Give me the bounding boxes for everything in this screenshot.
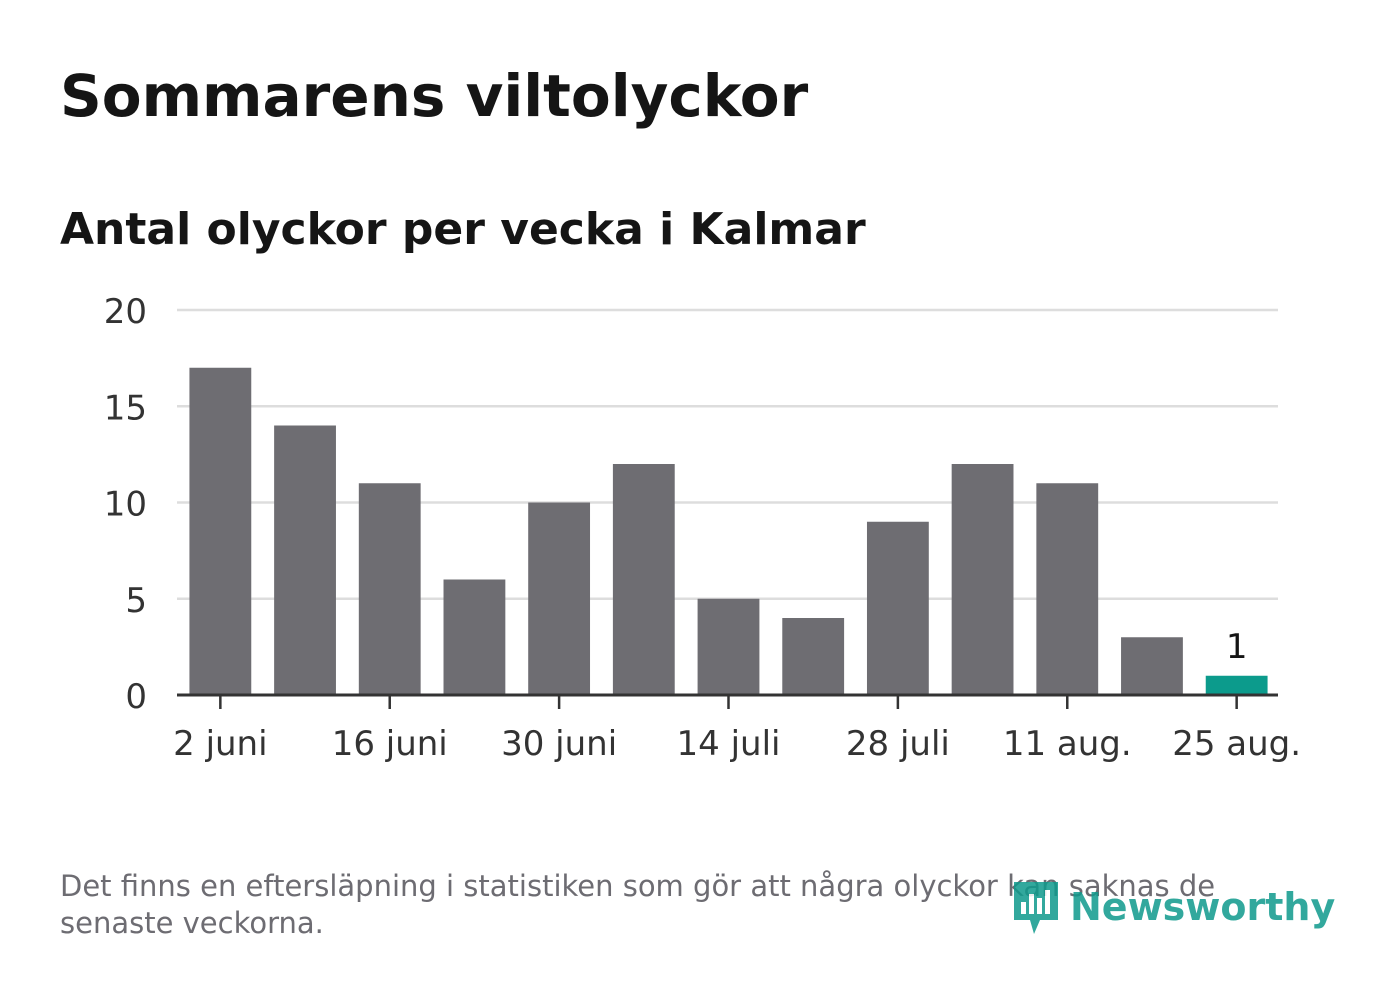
x-tick-label: 2 juni [173,724,267,764]
x-tick-label: 16 juni [332,724,448,764]
bar [1036,483,1099,695]
bar [782,618,845,695]
brand-name: Newsworthy [1070,885,1336,929]
data-labels: 1 [1226,627,1248,667]
bar [951,464,1014,695]
y-tick-label: 5 [125,581,147,621]
bar [697,598,760,695]
chart-subtitle: Antal olyckor per vecka i Kalmar [60,204,866,255]
bar [528,502,591,695]
bar [1121,637,1183,695]
bars [189,367,1268,695]
bar [358,483,421,695]
chart-title: Sommarens viltolyckor [60,62,809,130]
y-tick-label: 0 [125,677,147,717]
x-tick-label: 30 juni [501,724,617,764]
data-label: 1 [1226,627,1248,667]
bar [612,464,675,695]
newsworthy-logo-icon [1014,882,1058,934]
y-tick-label: 15 [104,388,147,428]
x-tick-label: 14 juli [677,724,781,764]
x-tick-label: 28 juli [846,724,950,764]
y-tick-label: 20 [104,292,147,332]
x-axis-ticks: 2 juni 16 juni 30 juni 14 juli 28 juli 11 aug… [173,695,1301,764]
bar [189,367,252,695]
y-axis-ticks: 0 5 10 15 20 [104,292,147,717]
newsworthy-logo: Newsworthy [1010,876,1335,938]
bar [274,425,336,695]
x-tick-label: 11 aug. [1003,724,1132,764]
y-tick-label: 10 [104,485,147,525]
bar [1205,675,1268,695]
bar [443,579,506,695]
x-tick-label: 25 aug. [1172,724,1301,764]
gridlines [177,308,1278,600]
bar [866,521,929,695]
